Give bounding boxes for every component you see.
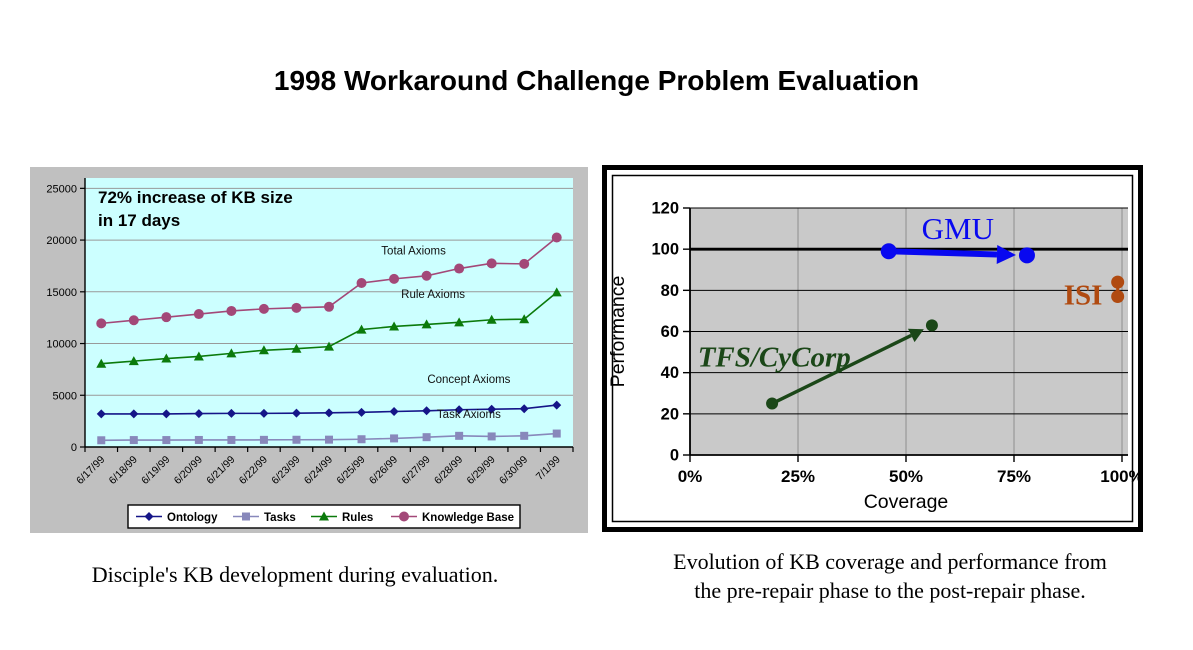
right-chart-caption-line1: Evolution of KB coverage and performance… <box>673 549 1107 574</box>
series-label-tfs-cycorp: TFS/CyCorp <box>698 341 851 373</box>
svg-text:50%: 50% <box>889 467 923 486</box>
svg-text:Knowledge Base: Knowledge Base <box>422 512 514 524</box>
x-axis-title: Coverage <box>864 491 949 513</box>
coverage-performance-chart-svg: 0 20 40 60 80 100 120 0% 25% 50% 75% 100% Performanc… <box>602 165 1143 532</box>
svg-text:Total Axioms: Total Axioms <box>381 246 446 258</box>
series-rules <box>96 287 562 368</box>
svg-text:40: 40 <box>661 364 679 382</box>
svg-text:25000: 25000 <box>46 183 77 195</box>
series-label-isi: ISI <box>1064 280 1103 312</box>
y-axis-title: Performance <box>607 276 629 388</box>
axes <box>84 178 573 448</box>
svg-text:10000: 10000 <box>46 339 77 351</box>
svg-text:25%: 25% <box>781 467 815 486</box>
y-axis-labels: 0 5000 10000 15000 20000 25000 <box>46 183 85 454</box>
series-knowledge-base <box>96 232 562 329</box>
svg-text:75%: 75% <box>997 467 1031 486</box>
right-chart-caption-line2: the pre-repair phase to the post-repair … <box>694 578 1086 603</box>
kb-development-chart: 0 5000 10000 15000 20000 25000 6/17/99 6/18/99 6… <box>30 167 588 533</box>
svg-text:20000: 20000 <box>46 235 77 247</box>
y-axis-labels: 0 20 40 60 80 100 120 <box>651 200 690 465</box>
svg-text:Ontology: Ontology <box>167 512 218 524</box>
svg-text:in 17 days: in 17 days <box>98 211 180 230</box>
coverage-performance-chart: 0 20 40 60 80 100 120 0% 25% 50% 75% 100% Performanc… <box>602 165 1143 532</box>
legend: Ontology Tasks Rules Knowledge Base <box>127 504 521 529</box>
svg-text:100: 100 <box>651 241 679 259</box>
series-gmu: GMU <box>880 211 1035 264</box>
x-axis-labels: 0% 25% 50% 75% 100% <box>678 455 1143 486</box>
series-point-labels: Total Axioms Rule Axioms Concept Axioms Tas… <box>381 246 510 421</box>
series-tfs-cycorp: TFS/CyCorp <box>698 319 938 410</box>
inner-frame <box>611 174 1134 523</box>
page-title: 1998 Workaround Challenge Problem Evalua… <box>273 64 920 96</box>
svg-text:Concept Axioms: Concept Axioms <box>427 374 510 386</box>
svg-text:120: 120 <box>651 200 679 218</box>
series-label-gmu: GMU <box>922 211 994 246</box>
gridlines <box>85 187 573 396</box>
svg-text:72% increase of KB size: 72% increase of KB size <box>98 188 293 207</box>
series-tasks <box>97 429 561 445</box>
svg-text:20: 20 <box>661 405 679 423</box>
svg-text:0%: 0% <box>678 467 703 486</box>
svg-text:80: 80 <box>661 282 679 300</box>
series-isi: ISI <box>1064 275 1125 312</box>
svg-text:Task Axioms: Task Axioms <box>437 409 501 421</box>
left-chart-caption: Disciple's KB development during evaluat… <box>91 562 499 587</box>
right-chart-caption: Evolution of KB coverage and performance… <box>620 547 1160 605</box>
svg-text:60: 60 <box>661 323 679 341</box>
svg-text:100%: 100% <box>1100 467 1143 486</box>
svg-text:Tasks: Tasks <box>264 512 296 524</box>
svg-text:Rule Axioms: Rule Axioms <box>401 289 465 301</box>
svg-text:5000: 5000 <box>53 390 77 402</box>
series-ontology <box>96 400 562 419</box>
svg-text:Rules: Rules <box>342 512 373 524</box>
svg-text:0: 0 <box>670 447 679 465</box>
svg-text:15000: 15000 <box>46 287 77 299</box>
svg-text:0: 0 <box>71 442 77 454</box>
annotation: 72% increase of KB size in 17 days <box>98 188 293 230</box>
